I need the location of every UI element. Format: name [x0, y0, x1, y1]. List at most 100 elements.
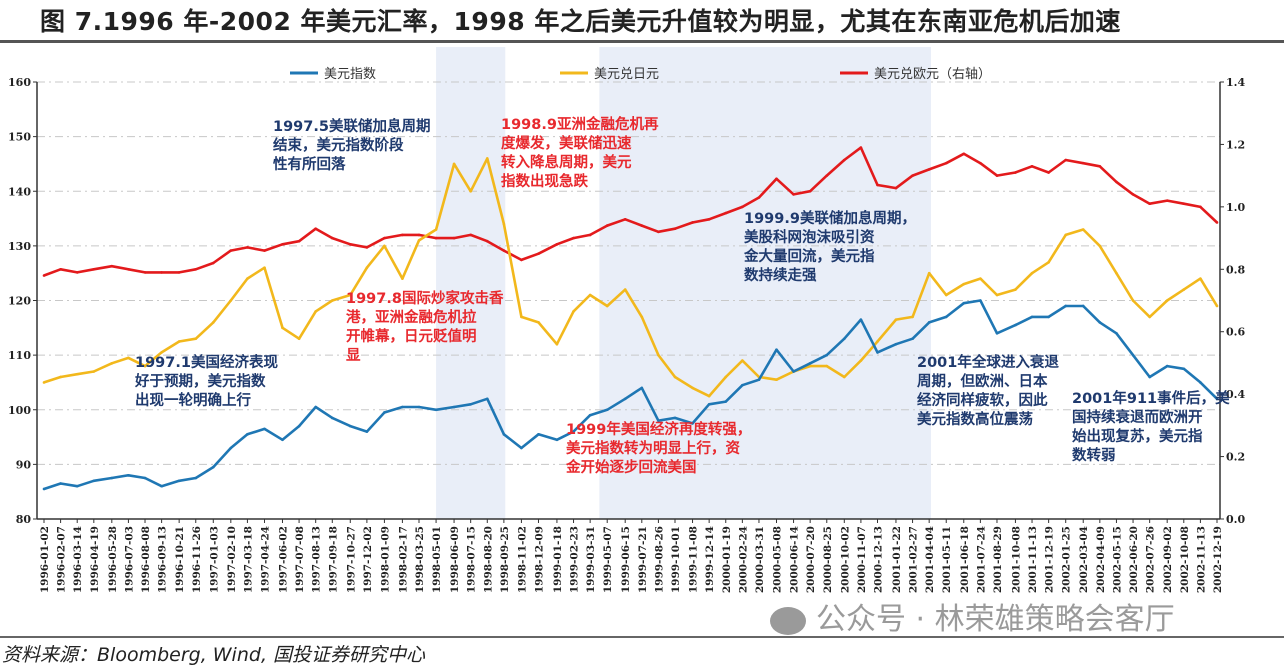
data-point-series-2: [365, 246, 369, 249]
data-point-series-2: [314, 227, 317, 231]
x-tick-label: 1998-03-25: [414, 526, 426, 593]
x-tick-label: 2001-07-24: [975, 526, 987, 593]
x-tick-label: 1997-09-18: [327, 526, 339, 593]
data-point-series-2: [808, 189, 812, 193]
data-point-series-0: [314, 405, 317, 409]
data-point-series-2: [962, 152, 966, 156]
x-tick-label: 1998-01-09: [379, 526, 391, 593]
data-point-series-1: [92, 370, 96, 373]
series-lines: [42, 146, 1219, 491]
data-point-series-2: [876, 183, 879, 187]
x-tick-label: 1996-08-08: [140, 526, 152, 593]
x-tick-label: 1997-06-02: [277, 526, 289, 593]
data-point-series-1: [485, 157, 489, 160]
data-point-series-0: [110, 476, 114, 480]
data-point-series-2: [741, 205, 744, 209]
data-point-series-1: [1165, 299, 1169, 302]
data-point-series-1: [229, 299, 233, 302]
data-point-series-1: [297, 337, 301, 341]
data-point-series-0: [757, 378, 761, 382]
x-tick-label: 2001-01-22: [891, 526, 903, 593]
data-point-series-1: [365, 266, 369, 270]
x-tick-label: 2002-09-02: [1162, 526, 1174, 593]
legend-label-usd-index: 美元指数: [324, 67, 376, 82]
data-point-series-2: [127, 267, 130, 271]
data-point-series-1: [42, 381, 46, 384]
data-point-series-0: [640, 386, 644, 390]
data-point-series-1: [1098, 244, 1102, 248]
shaded-periods: [436, 47, 932, 519]
data-point-series-2: [792, 193, 795, 196]
data-point-series-2: [640, 224, 644, 227]
annotation-1999-9: 1999.9美联储加息周期， 美股科网泡沫吸引资 金大量回流，美元指 数持续走强: [744, 211, 916, 284]
series-line-0: [43, 299, 1218, 491]
data-point-series-1: [281, 326, 284, 330]
data-point-series-1: [263, 266, 266, 270]
data-point-series-2: [825, 174, 829, 177]
data-point-series-0: [792, 370, 795, 373]
data-point-series-0: [859, 318, 863, 321]
data-point-series-0: [1064, 304, 1068, 308]
y-left-tick-label: 140: [8, 185, 31, 198]
data-point-series-2: [75, 271, 79, 274]
data-point-series-2: [211, 261, 215, 265]
data-point-series-0: [1047, 315, 1050, 319]
x-tick-label: 1999-12-14: [704, 526, 716, 593]
x-tick-label: 1999-08-26: [653, 526, 665, 593]
data-point-series-0: [842, 337, 846, 341]
data-point-series-1: [741, 359, 744, 362]
data-point-series-2: [485, 239, 489, 243]
y-left-tick-label: 130: [8, 240, 31, 253]
data-point-series-0: [330, 416, 334, 420]
data-point-series-2: [842, 158, 846, 162]
annotation-1997-8: 1997.8国际炒家攻击香 港，亚洲金融危机拉 开帷幕，日元贬值明显: [346, 291, 504, 364]
data-point-series-0: [673, 416, 677, 420]
data-point-series-1: [1182, 288, 1186, 291]
x-tick-label: 1998-11-02: [516, 526, 528, 593]
data-point-series-1: [1081, 228, 1085, 231]
data-point-series-1: [808, 364, 812, 368]
x-tick-label: 2002-06-20: [1128, 526, 1140, 593]
x-tick-label: 1997-03-18: [242, 526, 254, 593]
x-tick-label: 2002-03-04: [1078, 526, 1090, 593]
data-point-series-1: [944, 293, 948, 297]
data-point-series-0: [383, 411, 386, 414]
data-point-series-0: [911, 337, 914, 341]
data-point-series-1: [1014, 288, 1017, 291]
data-point-series-0: [657, 419, 660, 422]
data-point-series-0: [92, 479, 96, 483]
data-point-series-1: [605, 304, 609, 308]
data-point-series-0: [1098, 321, 1102, 324]
data-point-series-0: [194, 476, 198, 480]
x-tick-label: 2001-05-11: [941, 526, 953, 593]
data-point-series-1: [1199, 277, 1202, 280]
data-point-series-2: [1030, 164, 1034, 168]
data-point-series-2: [1148, 202, 1151, 206]
data-point-series-0: [365, 430, 369, 433]
watermark: 公众号 · 林荣雄策略会客厅: [770, 594, 1175, 638]
data-point-series-0: [59, 482, 62, 485]
data-point-series-1: [194, 337, 198, 341]
data-point-series-0: [297, 424, 301, 428]
data-point-series-1: [1215, 304, 1219, 308]
x-tick-label: 2002-10-08: [1179, 526, 1191, 593]
y-right-tick-label: 1.0: [1226, 201, 1245, 214]
data-point-series-1: [1131, 299, 1135, 302]
data-point-series-1: [177, 340, 181, 343]
data-point-series-2: [229, 249, 233, 252]
data-point-series-1: [143, 364, 147, 368]
data-point-series-0: [1030, 315, 1034, 319]
x-tick-label: 1998-12-09: [533, 526, 545, 593]
annotation-1998-9: 1998.9亚洲金融危机再 度爆发，美联储迅速 转入降息周期，美元 指数出现急跌: [501, 117, 659, 190]
shaded-period-1: [599, 47, 932, 519]
data-point-series-2: [605, 224, 609, 227]
x-tick-label: 1999-10-01: [670, 526, 682, 593]
data-point-series-1: [657, 353, 660, 357]
data-point-series-2: [995, 174, 999, 177]
data-point-series-2: [757, 196, 761, 199]
x-tick-label: 1999-03-31: [585, 526, 597, 593]
data-point-series-0: [927, 321, 931, 324]
data-point-series-0: [434, 408, 438, 412]
data-point-series-2: [452, 236, 456, 240]
x-tick-label: 1998-09-25: [499, 526, 511, 593]
